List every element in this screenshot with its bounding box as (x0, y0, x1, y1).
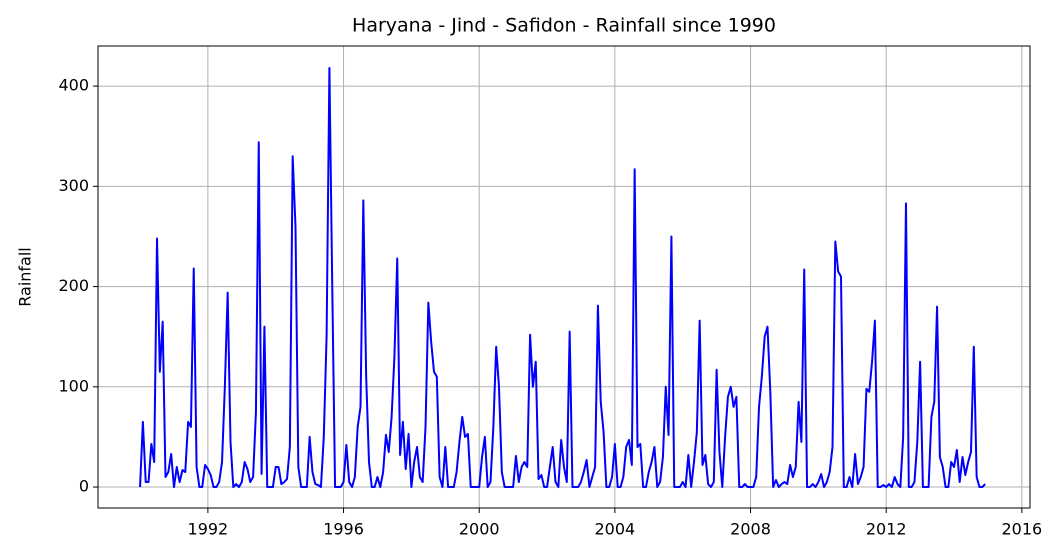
x-tick-label: 2012 (866, 520, 907, 539)
x-tick-label: 1992 (188, 520, 229, 539)
data-line (139, 67, 986, 489)
x-tick-label: 2000 (459, 520, 500, 539)
chart-title: Haryana - Jind - Safidon - Rainfall sinc… (352, 15, 776, 37)
y-tick-label: 200 (58, 276, 89, 295)
y-tick-label: 300 (58, 176, 89, 195)
x-tick-label: 2004 (595, 520, 636, 539)
y-tick-label: 0 (79, 477, 89, 496)
x-tick-label: 1996 (323, 520, 364, 539)
y-tick-label: 100 (58, 376, 89, 395)
x-tick-label: 2016 (1002, 520, 1043, 539)
plot-frame (97, 45, 1031, 509)
y-axis-label: Rainfall (16, 247, 35, 306)
y-tick-label: 400 (58, 76, 89, 95)
x-tick-label: 2008 (730, 520, 771, 539)
